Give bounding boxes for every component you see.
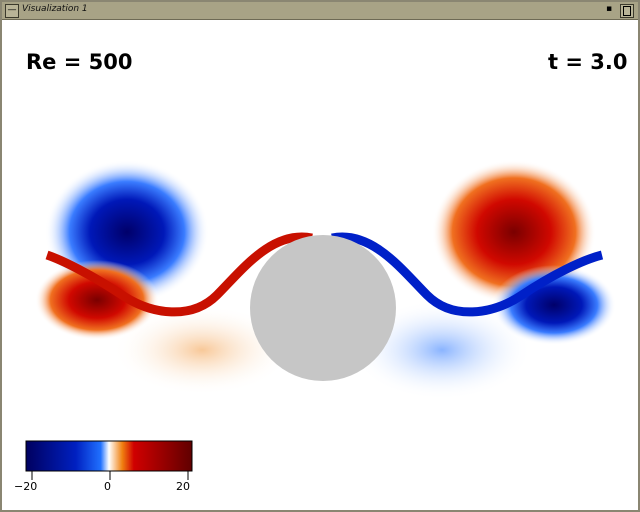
weak-positive-region bbox=[112, 305, 292, 395]
reynolds-number-label: Re = 500 bbox=[26, 50, 133, 74]
window-menu-button[interactable]: — bbox=[5, 4, 19, 18]
window-title: Visualization 1 bbox=[22, 4, 88, 14]
colorbar-tick-label: 0 bbox=[104, 480, 111, 493]
vorticity-field bbox=[25, 160, 616, 480]
time-label: t = 3.0 bbox=[548, 50, 628, 74]
maximize-button[interactable] bbox=[620, 4, 634, 18]
shear-layer-left bbox=[45, 232, 313, 317]
colorbar bbox=[25, 440, 193, 472]
colorbar-tick-label: 20 bbox=[176, 480, 190, 493]
minimize-button[interactable]: ▪ bbox=[605, 4, 613, 14]
vortex-lower-left bbox=[35, 260, 159, 340]
title-bar[interactable]: — Visualization 1 ▪ bbox=[2, 2, 638, 20]
weak-negative-region bbox=[352, 300, 532, 400]
cylinder-obstacle bbox=[250, 235, 396, 381]
colorbar-tick-label: −20 bbox=[14, 480, 38, 493]
vortex-lower-right bbox=[492, 265, 616, 345]
shear-layer-right bbox=[331, 232, 604, 317]
